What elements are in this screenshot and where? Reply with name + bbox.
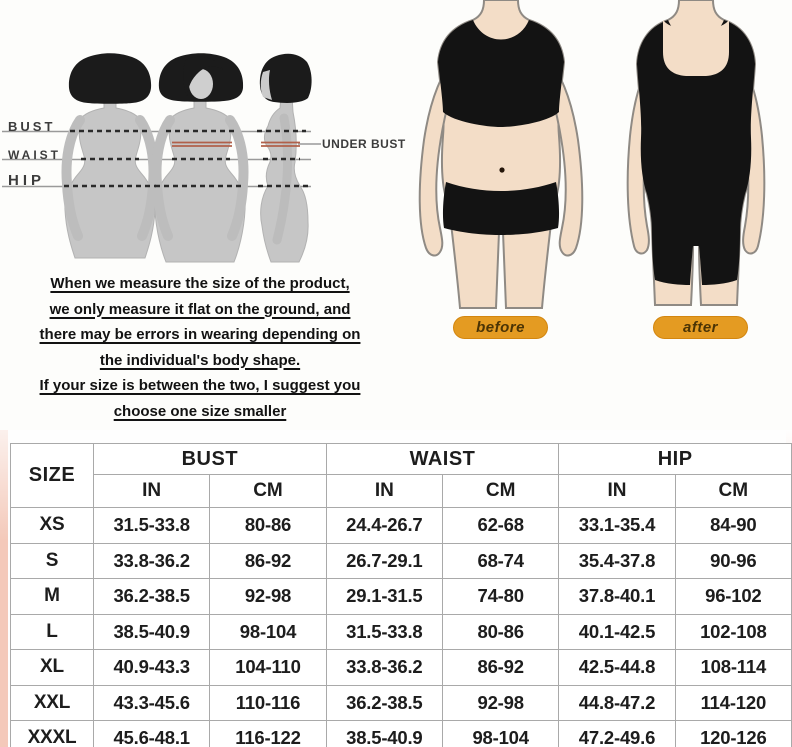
bust-group-header: BUST bbox=[93, 443, 327, 475]
table-row-xs: XS 31.5-33.8 80-86 24.4-26.7 62-68 33.1-… bbox=[10, 507, 792, 544]
table-row-xxl: XXL 43.3-45.6 110-116 36.2-38.5 92-98 44… bbox=[10, 684, 792, 721]
table-row-xxxl: XXXL 45.6-48.1 116-122 38.5-40.9 98-104 … bbox=[10, 720, 792, 747]
waist-cm-cell: 92-98 bbox=[441, 684, 560, 721]
hip-in-cell: 44.8-47.2 bbox=[558, 684, 676, 721]
waist-in-cell: 26.7-29.1 bbox=[325, 542, 443, 579]
group-header-row: SIZE BUST WAIST HIP bbox=[10, 443, 792, 508]
size-cell: S bbox=[10, 542, 94, 579]
table-row-m: M 36.2-38.5 92-98 29.1-31.5 74-80 37.8-4… bbox=[10, 578, 792, 615]
note-line: we only measure it flat on the ground, a… bbox=[49, 300, 351, 318]
measure-diagram: BUST WAIST HIP UNDER BUST bbox=[0, 0, 405, 266]
waist-cm-cell: 98-104 bbox=[441, 720, 560, 747]
waist-cm-cell: 68-74 bbox=[441, 542, 560, 579]
size-cell: L bbox=[10, 613, 94, 650]
waist-in-cell: 29.1-31.5 bbox=[325, 578, 443, 615]
waist-cm-cell: 74-80 bbox=[441, 578, 560, 615]
table-row-l: L 38.5-40.9 98-104 31.5-33.8 80-86 40.1-… bbox=[10, 613, 792, 650]
hip-in-cell: 33.1-35.4 bbox=[558, 507, 676, 544]
hip-in-cell: 35.4-37.8 bbox=[558, 542, 676, 579]
bust-cm-cell: 86-92 bbox=[209, 542, 327, 579]
bust-in-cell: 45.6-48.1 bbox=[92, 720, 211, 747]
size-table-section: SIZE BUST WAIST HIP IN CM IN CM IN CM XS bbox=[0, 430, 792, 747]
waist-in-header: IN bbox=[325, 474, 443, 508]
hip-label: HIP bbox=[8, 172, 46, 189]
figure-before-icon bbox=[418, 0, 584, 309]
bust-in-cell: 38.5-40.9 bbox=[92, 613, 211, 650]
before-after-comparison: before after bbox=[396, 0, 792, 355]
hip-in-cell: 40.1-42.5 bbox=[558, 613, 676, 650]
figure-front-view-icon bbox=[151, 53, 249, 263]
figure-back-view-icon bbox=[61, 53, 159, 259]
waist-in-cell: 24.4-26.7 bbox=[325, 507, 443, 544]
size-cell: XXL bbox=[10, 684, 94, 721]
bust-in-cell: 31.5-33.8 bbox=[92, 507, 211, 544]
hip-in-cell: 42.5-44.8 bbox=[558, 649, 676, 686]
after-pill: after bbox=[653, 316, 748, 339]
bust-cm-cell: 80-86 bbox=[209, 507, 327, 544]
bust-label: BUST bbox=[8, 119, 56, 134]
hip-cm-header: CM bbox=[674, 474, 792, 508]
size-cell: XL bbox=[10, 649, 94, 686]
waist-cm-cell: 62-68 bbox=[441, 507, 560, 544]
waist-cm-cell: 86-92 bbox=[441, 649, 560, 686]
table-row-s: S 33.8-36.2 86-92 26.7-29.1 68-74 35.4-3… bbox=[10, 542, 792, 579]
bust-cm-header: CM bbox=[209, 474, 327, 508]
bust-cm-cell: 98-104 bbox=[209, 613, 327, 650]
table-row-xl: XL 40.9-43.3 104-110 33.8-36.2 86-92 42.… bbox=[10, 649, 792, 686]
waist-cm-cell: 80-86 bbox=[441, 613, 560, 650]
before-after-illustration bbox=[418, 0, 766, 309]
note-line: choose one size smaller bbox=[113, 402, 287, 420]
note-line: the individual's body shape. bbox=[99, 351, 301, 369]
bust-cm-cell: 116-122 bbox=[209, 720, 327, 747]
bust-in-cell: 43.3-45.6 bbox=[92, 684, 211, 721]
size-table: SIZE BUST WAIST HIP IN CM IN CM IN CM XS bbox=[10, 443, 792, 747]
after-pill-label: after bbox=[682, 319, 718, 336]
before-pill: before bbox=[453, 316, 548, 339]
waist-in-cell: 31.5-33.8 bbox=[325, 613, 443, 650]
hip-cm-cell: 90-96 bbox=[674, 542, 792, 579]
figure-side-view-icon bbox=[259, 53, 312, 263]
size-header: SIZE bbox=[10, 443, 94, 508]
before-pill-label: before bbox=[476, 319, 525, 336]
waist-in-cell: 38.5-40.9 bbox=[325, 720, 443, 747]
left-edge-strip bbox=[0, 430, 8, 747]
under-bust-label: UNDER BUST bbox=[322, 137, 406, 151]
measure-figures-illustration bbox=[2, 53, 321, 263]
hip-in-cell: 47.2-49.6 bbox=[558, 720, 676, 747]
dashed-measure-lines bbox=[64, 129, 309, 188]
bust-in-cell: 33.8-36.2 bbox=[92, 542, 211, 579]
measuring-note: When we measure the size of the product,… bbox=[0, 271, 400, 424]
hip-cm-cell: 108-114 bbox=[674, 649, 792, 686]
bust-cm-cell: 92-98 bbox=[209, 578, 327, 615]
note-line: there may be errors in wearing depending… bbox=[39, 326, 361, 343]
note-line: If your size is between the two, I sugge… bbox=[39, 377, 361, 394]
bust-in-header: IN bbox=[92, 474, 211, 508]
waist-label: WAIST bbox=[8, 148, 61, 162]
hip-cm-cell: 120-126 bbox=[674, 720, 792, 747]
unit-header-row: IN CM IN CM IN CM bbox=[11, 474, 792, 508]
hip-in-cell: 37.8-40.1 bbox=[558, 578, 676, 615]
bust-in-cell: 40.9-43.3 bbox=[92, 649, 211, 686]
waist-cm-header: CM bbox=[441, 474, 560, 508]
waist-in-cell: 33.8-36.2 bbox=[325, 649, 443, 686]
hip-in-header: IN bbox=[558, 474, 676, 508]
under-bust-lines bbox=[172, 141, 300, 147]
waist-in-cell: 36.2-38.5 bbox=[325, 684, 443, 721]
bust-in-cell: 36.2-38.5 bbox=[92, 578, 211, 615]
hip-cm-cell: 96-102 bbox=[674, 578, 792, 615]
bust-cm-cell: 110-116 bbox=[209, 684, 327, 721]
note-line: When we measure the size of the product, bbox=[50, 275, 350, 292]
figure-after-icon bbox=[626, 0, 766, 306]
size-cell: M bbox=[10, 578, 94, 615]
bust-cm-cell: 104-110 bbox=[209, 649, 327, 686]
hip-cm-cell: 114-120 bbox=[674, 684, 792, 721]
size-cell: XS bbox=[10, 507, 94, 544]
waist-group-header: WAIST bbox=[325, 443, 560, 475]
size-cell: XXXL bbox=[10, 720, 94, 747]
hip-cm-cell: 84-90 bbox=[674, 507, 792, 544]
hip-group-header: HIP bbox=[558, 443, 792, 475]
hip-cm-cell: 102-108 bbox=[674, 613, 792, 650]
